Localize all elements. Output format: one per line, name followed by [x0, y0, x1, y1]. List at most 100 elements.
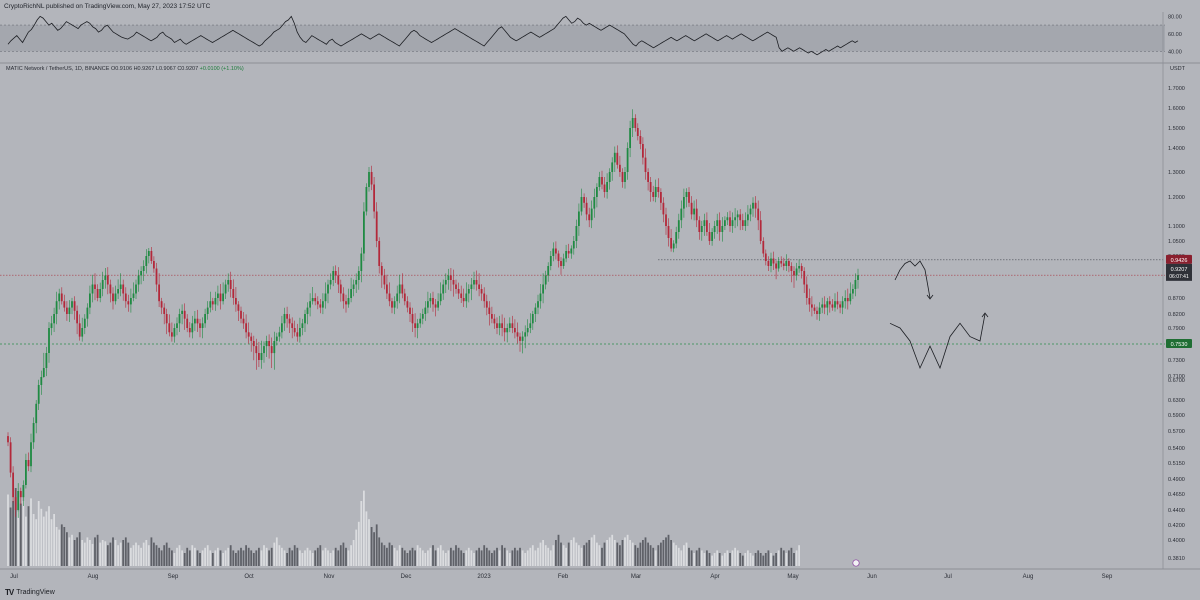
volume-bar — [204, 547, 206, 566]
volume-bar — [94, 537, 96, 566]
volume-bar — [764, 553, 767, 566]
candle-body — [716, 220, 719, 226]
candle-body — [258, 353, 260, 360]
volume-bar — [703, 553, 706, 566]
volume-bar — [388, 542, 391, 566]
candle-body — [260, 353, 263, 360]
volume-bar — [357, 521, 360, 566]
volume-bar — [347, 550, 350, 566]
candle-body — [644, 157, 647, 172]
volume-bar — [158, 547, 160, 566]
candle-body — [662, 202, 665, 215]
candle-body — [688, 192, 690, 203]
volume-bar — [217, 547, 219, 566]
price-tick-label: 1.5000 — [1168, 126, 1185, 132]
volume-bar — [206, 545, 209, 566]
volume-bar — [306, 547, 309, 566]
volume-bar — [265, 547, 268, 566]
volume-bar — [718, 553, 721, 566]
volume-bar — [393, 547, 396, 566]
candle-body — [229, 280, 232, 289]
volume-bar — [127, 542, 130, 566]
candle-body — [811, 304, 813, 308]
volume-bar — [411, 547, 414, 566]
candle-body — [214, 298, 217, 305]
projection-path-upper — [894, 260, 931, 299]
volume-bar — [601, 547, 603, 566]
candle-body — [603, 184, 606, 192]
candle-body — [171, 332, 173, 337]
volume-bar — [288, 547, 291, 566]
volume-bar — [539, 542, 542, 566]
volume-bar — [160, 550, 163, 566]
candle-body — [713, 226, 716, 232]
candle-body — [160, 301, 163, 308]
candle-body — [798, 266, 800, 269]
volume-bar — [365, 511, 368, 566]
candle-body — [327, 284, 329, 294]
candle-body — [483, 293, 486, 302]
volume-bar — [526, 550, 529, 566]
candle-body — [268, 341, 270, 347]
x-tick-label: Aug — [1023, 574, 1034, 580]
volume-bar — [734, 547, 736, 566]
candle-body — [626, 148, 629, 172]
volume-bar — [150, 537, 153, 566]
candle-body — [795, 268, 798, 276]
volume-bar — [514, 547, 516, 566]
volume-bar — [547, 547, 550, 566]
volume-bar — [329, 553, 332, 566]
candle-body — [770, 258, 772, 266]
volume-bar — [194, 547, 196, 566]
candle-body — [301, 323, 304, 328]
candle-body — [596, 187, 598, 197]
x-tick-label: Feb — [558, 574, 569, 580]
volume-bar — [685, 542, 688, 566]
candle-body — [467, 289, 470, 294]
price-tick-label: 0.4400 — [1168, 508, 1185, 514]
volume-bar — [176, 547, 178, 566]
candle-body — [685, 192, 688, 197]
x-tick-label: Mar — [631, 574, 641, 580]
volume-bar — [339, 545, 342, 566]
candle-body — [521, 336, 524, 341]
candle-body — [235, 298, 237, 305]
x-tick-label: Sep — [168, 574, 179, 580]
volume-bar — [780, 547, 783, 566]
volume-bar — [700, 550, 703, 566]
volume-bar — [327, 550, 329, 566]
volume-bar — [250, 550, 253, 566]
candle-body — [186, 318, 189, 328]
candle-body — [578, 211, 580, 226]
candle-body — [255, 346, 258, 354]
volume-bar — [749, 553, 752, 566]
volume-bar — [606, 540, 608, 566]
candle-body — [365, 187, 368, 212]
candle-body — [711, 232, 713, 241]
volume-bar — [263, 545, 265, 566]
candle-body — [96, 289, 99, 298]
volume-bar — [378, 537, 381, 566]
candle-body — [700, 226, 703, 232]
tradingview-logo-icon: TV — [5, 588, 14, 597]
volume-bar — [736, 550, 739, 566]
volume-bar — [368, 519, 370, 566]
candle-body — [567, 251, 570, 254]
volume-bar — [434, 550, 437, 566]
candle-body — [147, 251, 150, 256]
price-tick-label: 1.4000 — [1168, 146, 1185, 152]
candle-body — [368, 172, 370, 187]
volume-bar — [670, 540, 672, 566]
candle-body — [360, 253, 363, 271]
candle-body — [240, 310, 242, 319]
volume-bar — [311, 553, 314, 566]
volume-bar — [414, 550, 416, 566]
candle-body — [670, 238, 672, 249]
candle-body — [86, 307, 89, 319]
candle-body — [135, 284, 137, 294]
volume-bar — [501, 545, 503, 566]
volume-bar — [731, 550, 734, 566]
candle-body — [17, 491, 20, 510]
candle-body — [357, 271, 360, 280]
